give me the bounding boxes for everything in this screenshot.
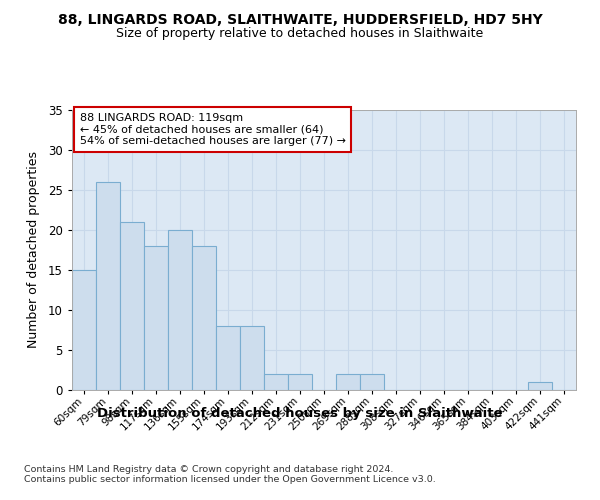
Text: Size of property relative to detached houses in Slaithwaite: Size of property relative to detached ho… [116, 28, 484, 40]
Text: Contains HM Land Registry data © Crown copyright and database right 2024.: Contains HM Land Registry data © Crown c… [24, 465, 394, 474]
Bar [72, 270, 96, 390]
Text: 88, LINGARDS ROAD, SLAITHWAITE, HUDDERSFIELD, HD7 5HY: 88, LINGARDS ROAD, SLAITHWAITE, HUDDERSF… [58, 12, 542, 26]
Bar [528, 382, 552, 390]
Bar [360, 374, 384, 390]
Text: Contains public sector information licensed under the Open Government Licence v3: Contains public sector information licen… [24, 475, 436, 484]
Bar [264, 374, 288, 390]
Bar [96, 182, 120, 390]
Bar [336, 374, 360, 390]
Y-axis label: Number of detached properties: Number of detached properties [27, 152, 40, 348]
Text: Distribution of detached houses by size in Slaithwaite: Distribution of detached houses by size … [97, 408, 503, 420]
Bar [288, 374, 312, 390]
Text: 88 LINGARDS ROAD: 119sqm
← 45% of detached houses are smaller (64)
54% of semi-d: 88 LINGARDS ROAD: 119sqm ← 45% of detach… [80, 113, 346, 146]
Bar [168, 230, 192, 390]
Bar [144, 246, 168, 390]
Bar [216, 326, 240, 390]
Bar [192, 246, 216, 390]
Bar [240, 326, 264, 390]
Bar [120, 222, 144, 390]
